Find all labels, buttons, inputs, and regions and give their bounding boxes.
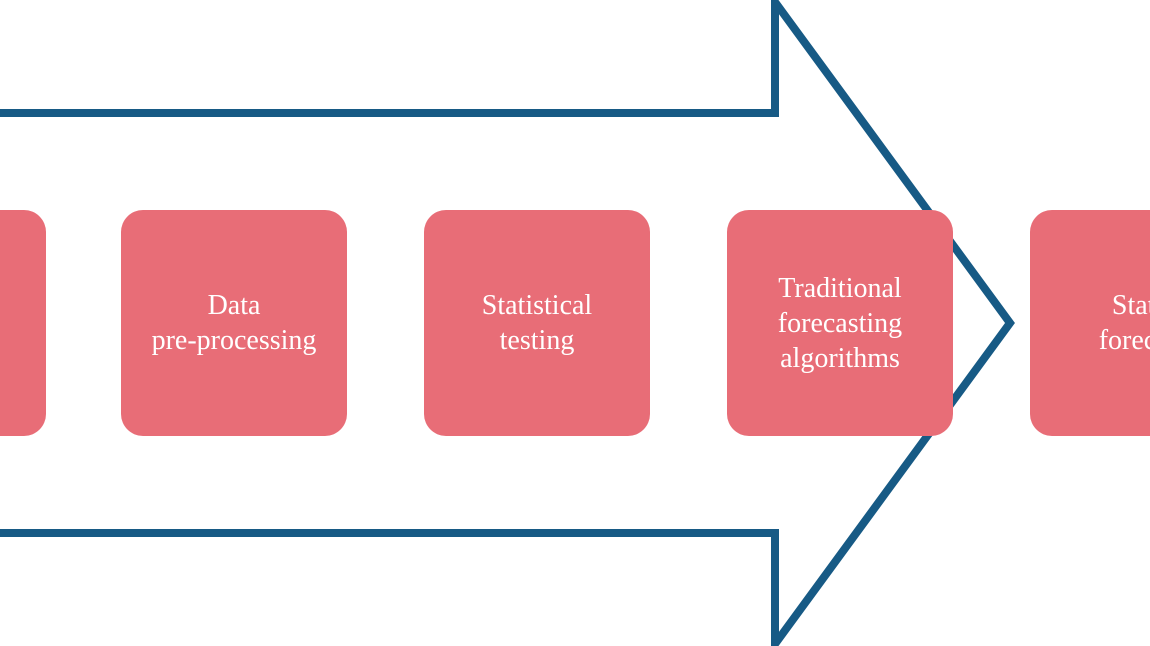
flow-step: Data pre-processing [121, 210, 347, 436]
flow-step-label-line: Data [208, 290, 261, 321]
flow-diagram: ical dataput Data pre-processing Statistica… [0, 0, 1150, 646]
flow-step-label-line: Statistical [482, 290, 592, 321]
flow-step-label: Data pre-processing [152, 288, 317, 358]
flow-step: Traditional forecasting algorithms [727, 210, 953, 436]
flow-step-label: Statistical testing [482, 288, 592, 358]
flow-step: Statis forecast [1030, 210, 1150, 436]
flow-step-label-line: algorithms [780, 343, 900, 374]
flow-step-label: Statis forecast [1099, 288, 1150, 358]
flow-step-label-line: pre-processing [152, 325, 317, 356]
flow-step-label-line: forecast [1099, 325, 1150, 356]
flow-step: Statistical testing [424, 210, 650, 436]
flow-step-label: Traditional forecasting algorithms [778, 271, 902, 376]
flow-step-label-line: Statis [1112, 290, 1150, 321]
flow-step-label-line: Traditional [778, 273, 901, 304]
flow-step-label-line: testing [500, 325, 575, 356]
flow-step-label-line: forecasting [778, 308, 902, 339]
flow-step: ical dataput [0, 210, 46, 436]
